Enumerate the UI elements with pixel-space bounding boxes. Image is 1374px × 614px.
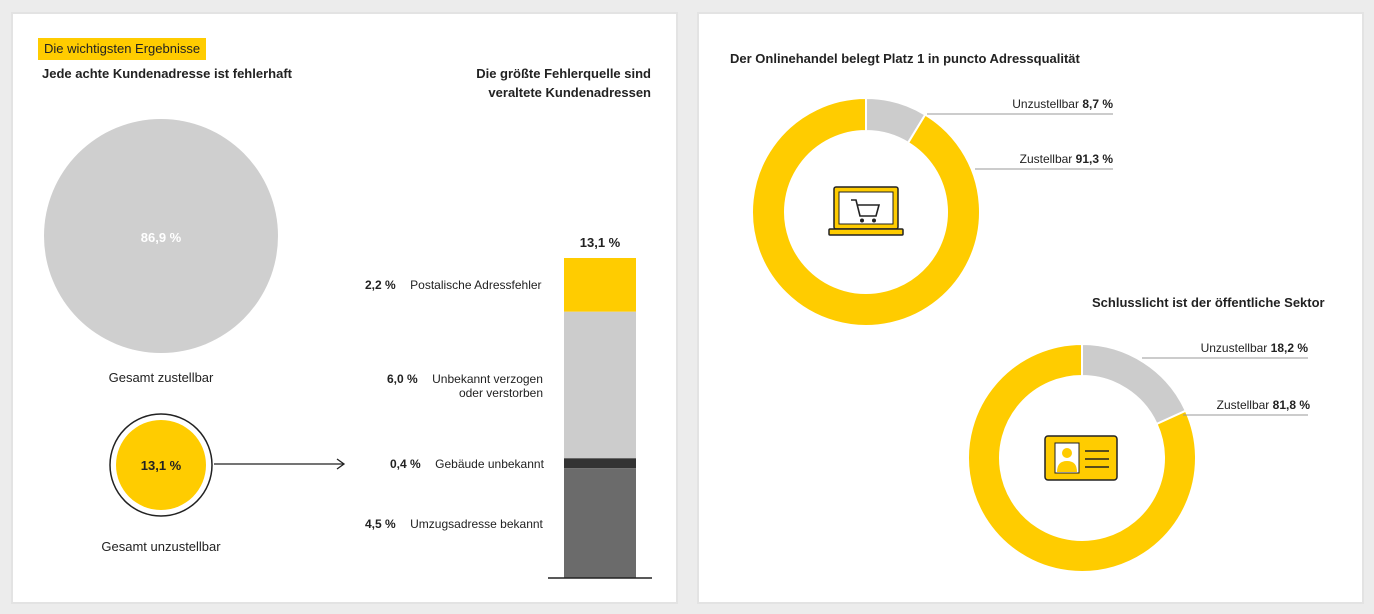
big-circle-label: Gesamt zustellbar (108, 370, 214, 385)
stack-heading-2: veraltete Kundenadressen (488, 85, 651, 100)
segment-label-postalisch: 2,2 % Postalische Adressfehler (365, 276, 542, 294)
donut-bottom-slice-zustellbar (967, 342, 1197, 573)
donut-oeffentlich (967, 342, 1197, 573)
label-name: Unzustellbar (1012, 97, 1079, 111)
segment-name-line2: oder verstorben (458, 386, 543, 400)
small-circle-label: Gesamt unzustellbar (101, 539, 221, 554)
segment-label-umzug: 4,5 % Umzugsadresse bekannt (365, 515, 543, 533)
segment-name: Postalische Adressfehler (410, 278, 542, 292)
bottom-zustellbar-label: Zustellbar 81,8 % (1120, 398, 1310, 413)
small-circle-outline (109, 413, 213, 517)
segment-value: 2,2 % (365, 278, 396, 292)
segment-gebaeude (564, 458, 636, 469)
segment-value: 0,4 % (390, 457, 421, 471)
label-value: 8,7 % (1082, 97, 1113, 111)
top-unzustellbar-label: Unzustellbar 8,7 % (923, 97, 1113, 112)
section-tag: Die wichtigsten Ergebnisse (38, 38, 207, 60)
label-name: Unzustellbar (1200, 341, 1268, 355)
label-value: 91,3 % (1075, 152, 1113, 166)
segment-name: Umzugsadresse bekannt (410, 517, 543, 531)
label-name: Zustellbar (1019, 152, 1073, 166)
segment-value: 4,5 % (365, 517, 396, 531)
left-heading: Jede achte Kundenadresse ist fehlerhaft (42, 66, 292, 81)
segment-postalisch (564, 258, 636, 312)
segment-unbekannt (564, 311, 636, 459)
right-heading-bottom: Schlusslicht ist der öffentliche Sektor (1092, 295, 1325, 310)
top-zustellbar-label: Zustellbar 91,3 % (923, 152, 1113, 167)
stacked-bar (564, 258, 636, 578)
right-chart-svg (751, 96, 1308, 573)
donut-top-slice-zustellbar (751, 96, 981, 327)
left-chart-svg (44, 119, 652, 579)
bottom-unzustellbar-label: Unzustellbar 18,2 % (1118, 341, 1308, 356)
segment-name: Gebäude unbekannt (435, 457, 544, 471)
left-panel: Die wichtigsten Ergebnisse Jede achte Ku… (11, 12, 678, 604)
big-circle-zustellbar (44, 119, 278, 353)
small-circle-pct: 13,1 % (140, 458, 182, 473)
label-value: 81,8 % (1272, 398, 1310, 412)
shopping-cart-laptop-icon (828, 186, 904, 236)
segment-label-gebaeude: 0,4 % Gebäude unbekannt (390, 455, 544, 473)
big-circle-pct: 86,9 % (140, 230, 182, 245)
label-value: 18,2 % (1270, 341, 1308, 355)
stack-total: 13,1 % (579, 235, 621, 250)
donut-onlinehandel (751, 96, 981, 327)
segment-value: 6,0 % (387, 372, 418, 386)
stack-heading-1: Die größte Fehlerquelle sind (476, 66, 651, 81)
right-heading-top: Der Onlinehandel belegt Platz 1 in punct… (730, 51, 1080, 66)
label-name: Zustellbar (1216, 398, 1270, 412)
segment-name: Unbekannt verzogen (432, 372, 543, 386)
id-card-icon (1044, 435, 1118, 481)
segment-umzug (564, 468, 636, 578)
right-panel: Der Onlinehandel belegt Platz 1 in punct… (697, 12, 1364, 604)
segment-label-unbekannt: 6,0 % Unbekannt verzogen (387, 370, 543, 388)
arrow-head (336, 458, 346, 470)
small-circle-unzustellbar (116, 420, 206, 510)
